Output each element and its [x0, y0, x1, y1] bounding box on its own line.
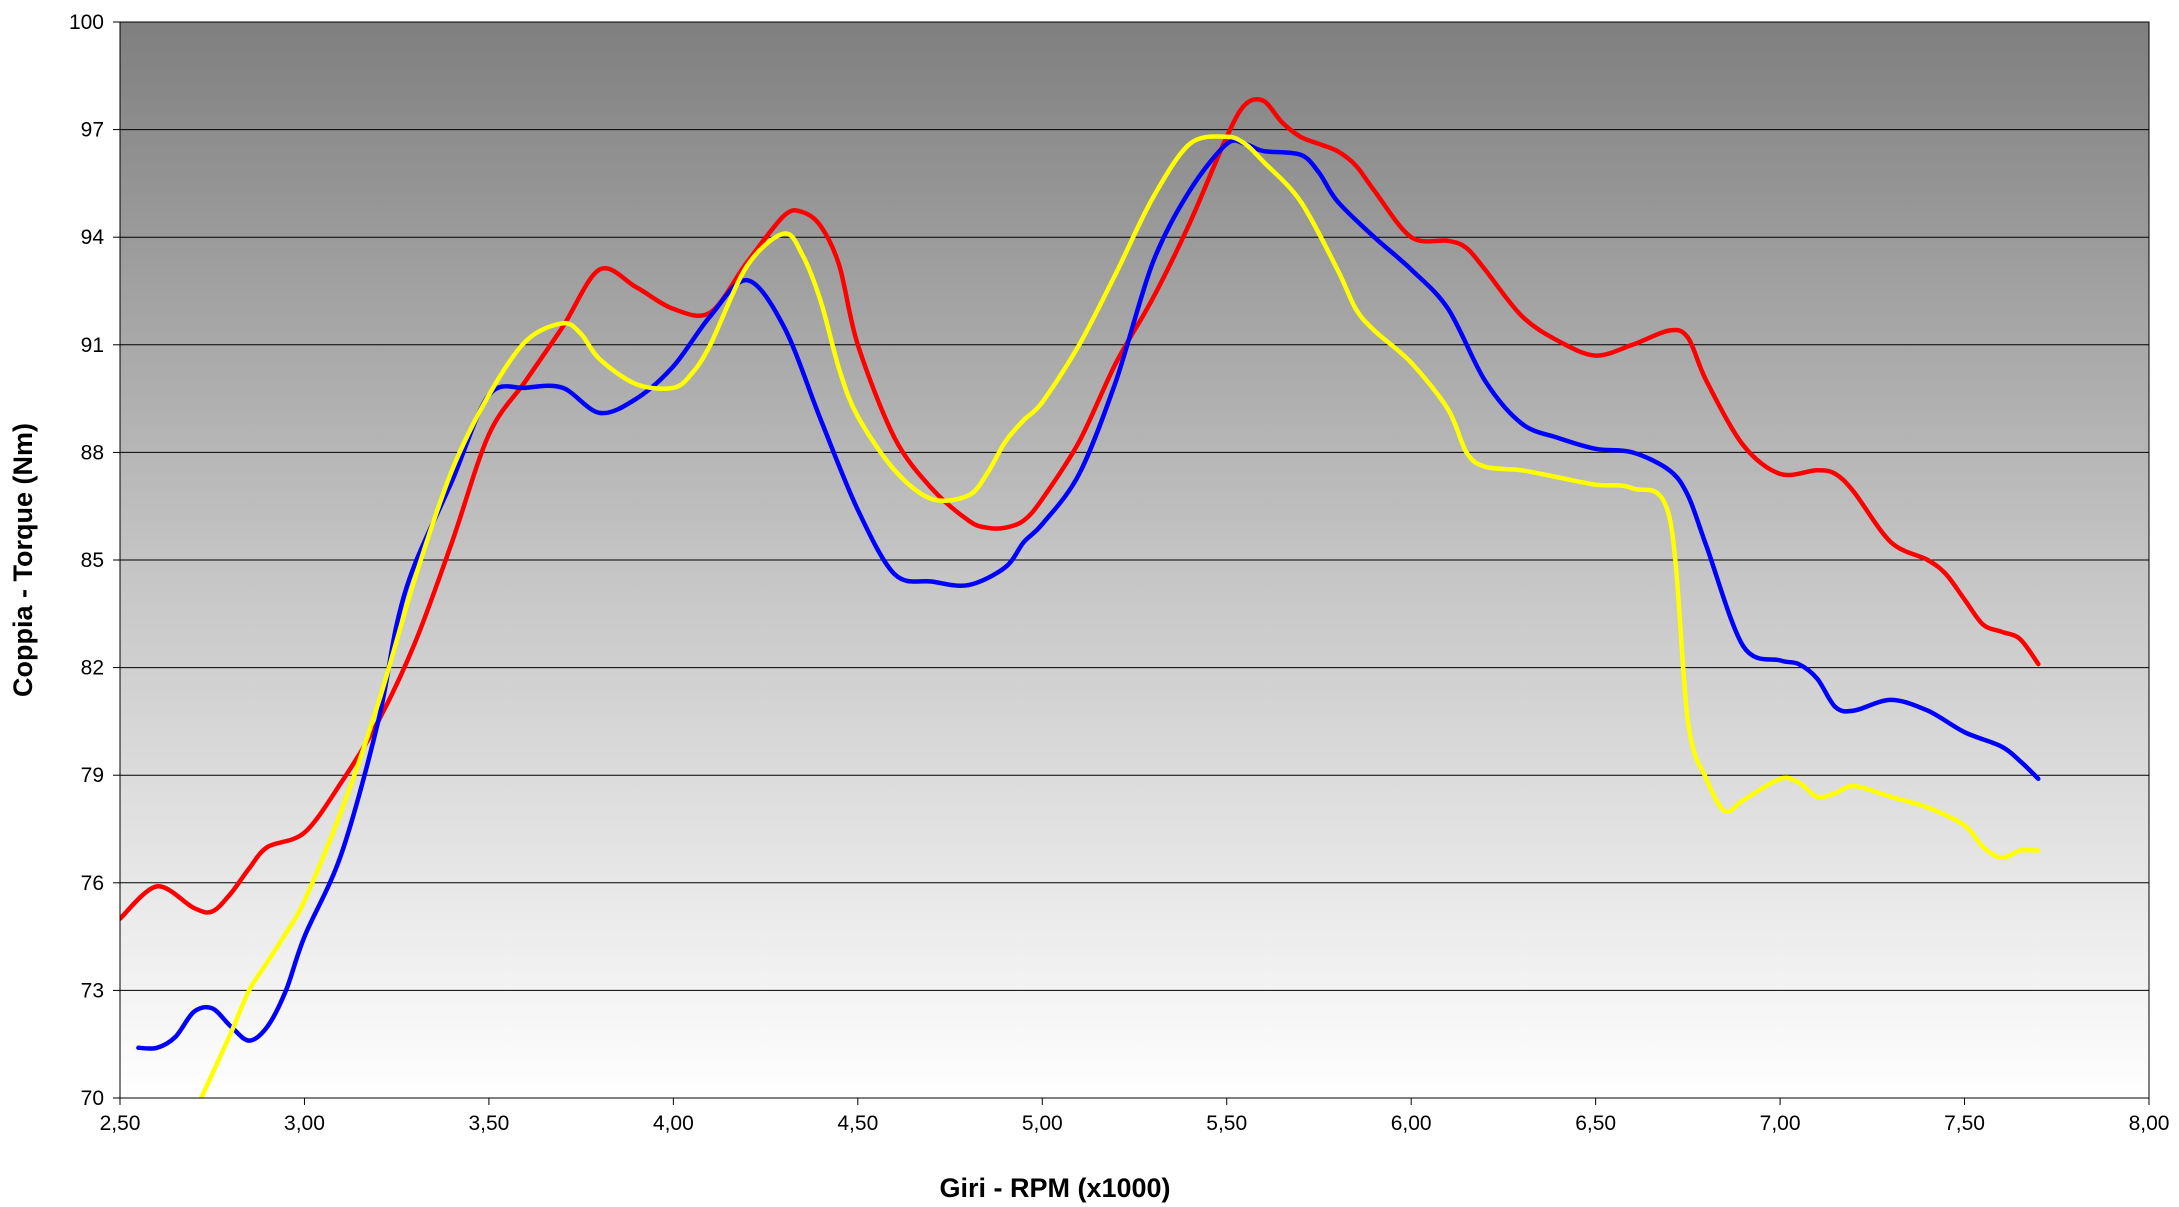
y-tick-label: 73: [81, 979, 104, 1002]
x-tick-label: 3,00: [284, 1112, 325, 1135]
y-tick-label: 85: [81, 549, 104, 572]
y-tick-label: 100: [69, 11, 104, 34]
y-tick-label: 88: [81, 441, 104, 464]
x-tick-label: 2,50: [100, 1112, 141, 1135]
y-tick-label: 79: [81, 764, 104, 787]
x-tick-label: 8,00: [2129, 1112, 2170, 1135]
y-tick-label: 76: [81, 872, 104, 895]
x-tick-label: 5,50: [1206, 1112, 1247, 1135]
x-tick-label: 5,00: [1022, 1112, 1063, 1135]
y-tick-labels: 70 73 76 79 82 85 88 91 94 97 100: [69, 11, 104, 1110]
x-tick-label: 3,50: [468, 1112, 509, 1135]
y-tick-label: 97: [81, 119, 104, 142]
y-tick-label: 70: [81, 1087, 104, 1110]
x-tick-label: 7,00: [1760, 1112, 1801, 1135]
y-tick-label: 82: [81, 657, 104, 680]
x-tick-label: 6,00: [1391, 1112, 1432, 1135]
series-layer: [120, 97, 2041, 1098]
x-tick-label: 7,50: [1944, 1112, 1985, 1135]
x-tick-label: 4,50: [837, 1112, 878, 1135]
series-line-blue: [136, 138, 2041, 1051]
plot-border: [119, 21, 2150, 1099]
x-tick-label: 4,00: [653, 1112, 694, 1135]
axes: [113, 21, 2150, 1105]
y-axis-title: Coppia - Torque (Nm): [8, 423, 38, 697]
x-tick-label: 6,50: [1575, 1112, 1616, 1135]
x-tick-labels: 2,50 3,00 3,50 4,00 4,50 5,00 5,50 6,00 6,50 7,00…: [100, 1112, 2170, 1135]
y-tick-label: 91: [81, 334, 104, 357]
y-tick-label: 94: [81, 226, 105, 249]
x-axis-title: Giri - RPM (x1000): [939, 1173, 1170, 1203]
series-line-yellow: [198, 134, 2041, 1098]
